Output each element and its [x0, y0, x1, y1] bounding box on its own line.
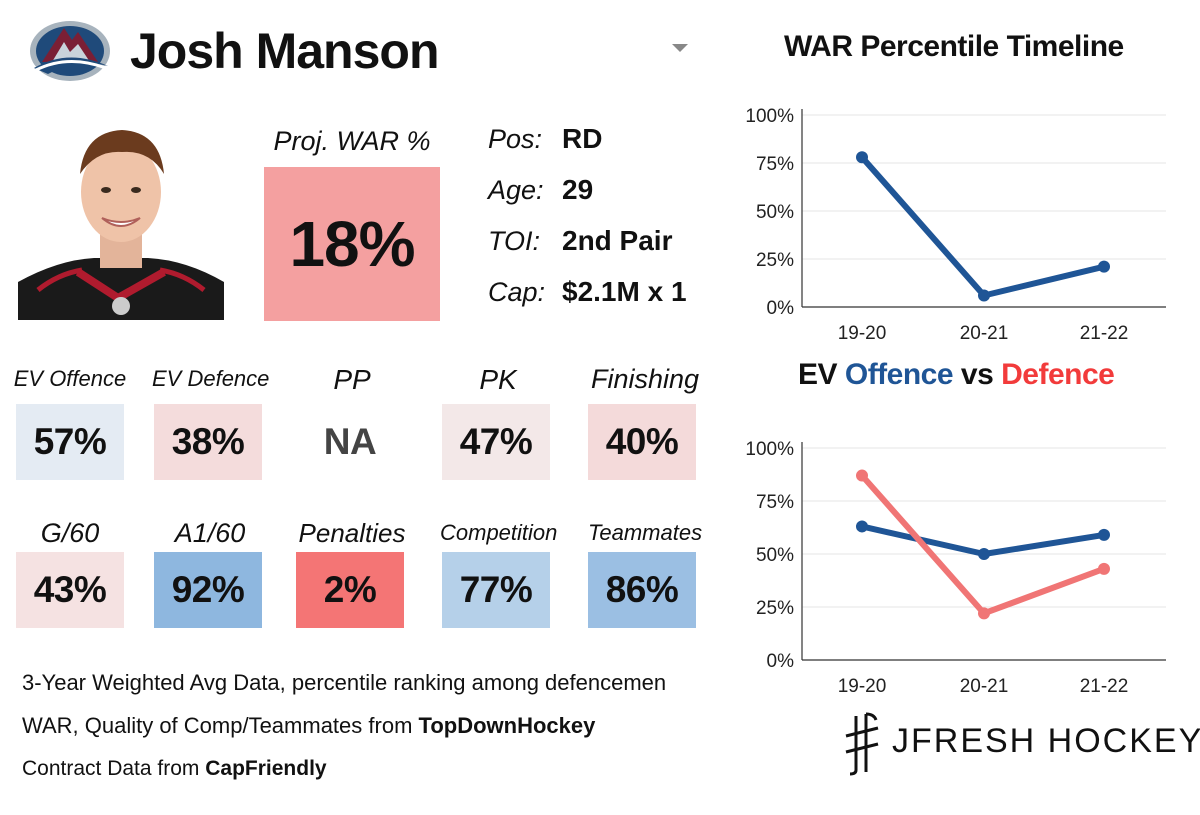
ev-chart-point-defence — [1098, 562, 1110, 575]
ev-chart-ytick-label: 50% — [756, 545, 794, 566]
cap-value: $2.1M x 1 — [562, 276, 687, 307]
chart-title-ev-offence-defence: EV Offence vs Defence — [798, 358, 1115, 392]
caret-down-icon[interactable] — [672, 44, 688, 52]
title-part-vs: vs — [953, 358, 1002, 391]
ev-chart-point-defence — [856, 469, 868, 482]
metric-label-a160: A1/60 — [174, 518, 246, 548]
metric-label-pk: PK — [479, 364, 517, 395]
war-chart-ytick-label: 25% — [756, 250, 794, 271]
age-label: Age: — [488, 175, 544, 205]
player-headshot — [18, 122, 224, 320]
footnote-war-source: WAR, Quality of Comp/Teammates from TopD… — [22, 713, 596, 738]
metric-box-a160: 92% — [154, 552, 262, 628]
metric-label-g60: G/60 — [40, 518, 100, 548]
toi-label: TOI: — [488, 226, 541, 256]
ev-chart-point-offence — [978, 548, 990, 560]
metric-box-g60: 43% — [16, 552, 124, 628]
metric-box-ev-defence: 38% — [154, 404, 262, 480]
brand-name: JFRESH HOCKEY — [892, 722, 1200, 760]
metric-box-teammates: 86% — [588, 552, 696, 628]
war-chart-xtick-label: 19-20 — [838, 323, 887, 344]
title-part-offence: Offence — [844, 358, 954, 391]
war-chart-point-war — [1098, 260, 1110, 273]
proj-war-value: 18% — [264, 167, 440, 321]
ev-chart-point-defence — [978, 607, 990, 620]
title-part-ev: EV — [798, 358, 845, 391]
war-percentile-chart: 0% 25% 50% 75% 100% 19-20 20-21 21-22 — [745, 106, 1166, 344]
footnote-war-source-name: TopDownHockey — [418, 713, 596, 738]
metric-label-teammates: Teammates — [587, 520, 703, 545]
ev-chart-series-line-defence — [859, 472, 1107, 617]
metric-label-competition: Competition — [440, 520, 558, 545]
war-chart-point-war — [856, 151, 868, 164]
war-chart-point-war — [978, 289, 990, 302]
footnote-contract-source-name: CapFriendly — [205, 757, 327, 780]
title-part-defence: Defence — [1001, 358, 1115, 391]
cap-label: Cap: — [488, 277, 546, 307]
avalanche-logo-icon — [28, 18, 112, 84]
ev-chart-ytick-label: 100% — [745, 439, 794, 460]
ev-chart-ytick-label: 0% — [767, 651, 795, 672]
ev-chart-xtick-label: 19-20 — [838, 676, 887, 697]
ev-chart-ytick-label: 25% — [756, 598, 794, 619]
war-chart-ytick-label: 100% — [745, 106, 794, 127]
war-chart-xtick-label: 20-21 — [960, 323, 1009, 344]
metric-label-penalties: Penalties — [298, 518, 406, 548]
player-name: Josh Manson — [130, 23, 439, 79]
metric-box-pp: NA — [296, 404, 404, 480]
ev-chart-xtick-label: 21-22 — [1080, 676, 1129, 697]
metric-box-finishing: 40% — [588, 404, 696, 480]
war-chart-xtick-label: 21-22 — [1080, 323, 1129, 344]
metric-label-pp: PP — [333, 364, 371, 395]
metric-label-ev-defence: EV Defence — [152, 366, 270, 391]
toi-value: 2nd Pair — [562, 225, 673, 256]
proj-war-label: Proj. WAR % — [273, 126, 431, 156]
position-value: RD — [562, 123, 603, 154]
metric-label-finishing: Finishing — [590, 364, 700, 394]
age-value: 29 — [562, 174, 594, 205]
position-label: Pos: — [488, 124, 543, 154]
footnote-data-description: 3-Year Weighted Avg Data, percentile ran… — [22, 670, 667, 695]
ev-chart-point-offence — [1098, 528, 1110, 541]
metric-box-pk: 47% — [442, 404, 550, 480]
metric-box-competition: 77% — [442, 552, 550, 628]
metric-box-ev-offence: 57% — [16, 404, 124, 480]
metric-box-penalties: 2% — [296, 552, 404, 628]
footnote-contract-source: Contract Data from CapFriendly — [22, 757, 327, 780]
ev-chart-point-offence — [856, 520, 868, 533]
ev-chart-ytick-label: 75% — [756, 492, 794, 513]
jfresh-logo-icon — [842, 712, 882, 776]
war-chart-series-line-war — [859, 154, 1107, 299]
metric-label-ev-offence: EV Offence — [13, 366, 127, 391]
ev-chart-xtick-label: 20-21 — [960, 676, 1009, 697]
ev-offence-defence-chart: 0% 25% 50% 75% 100% 19-20 20-21 21-22 — [745, 439, 1166, 697]
war-chart-ytick-label: 75% — [756, 154, 794, 175]
chart-title-war-timeline: WAR Percentile Timeline — [784, 30, 1124, 63]
war-chart-ytick-label: 50% — [756, 202, 794, 223]
war-chart-ytick-label: 0% — [767, 298, 795, 319]
